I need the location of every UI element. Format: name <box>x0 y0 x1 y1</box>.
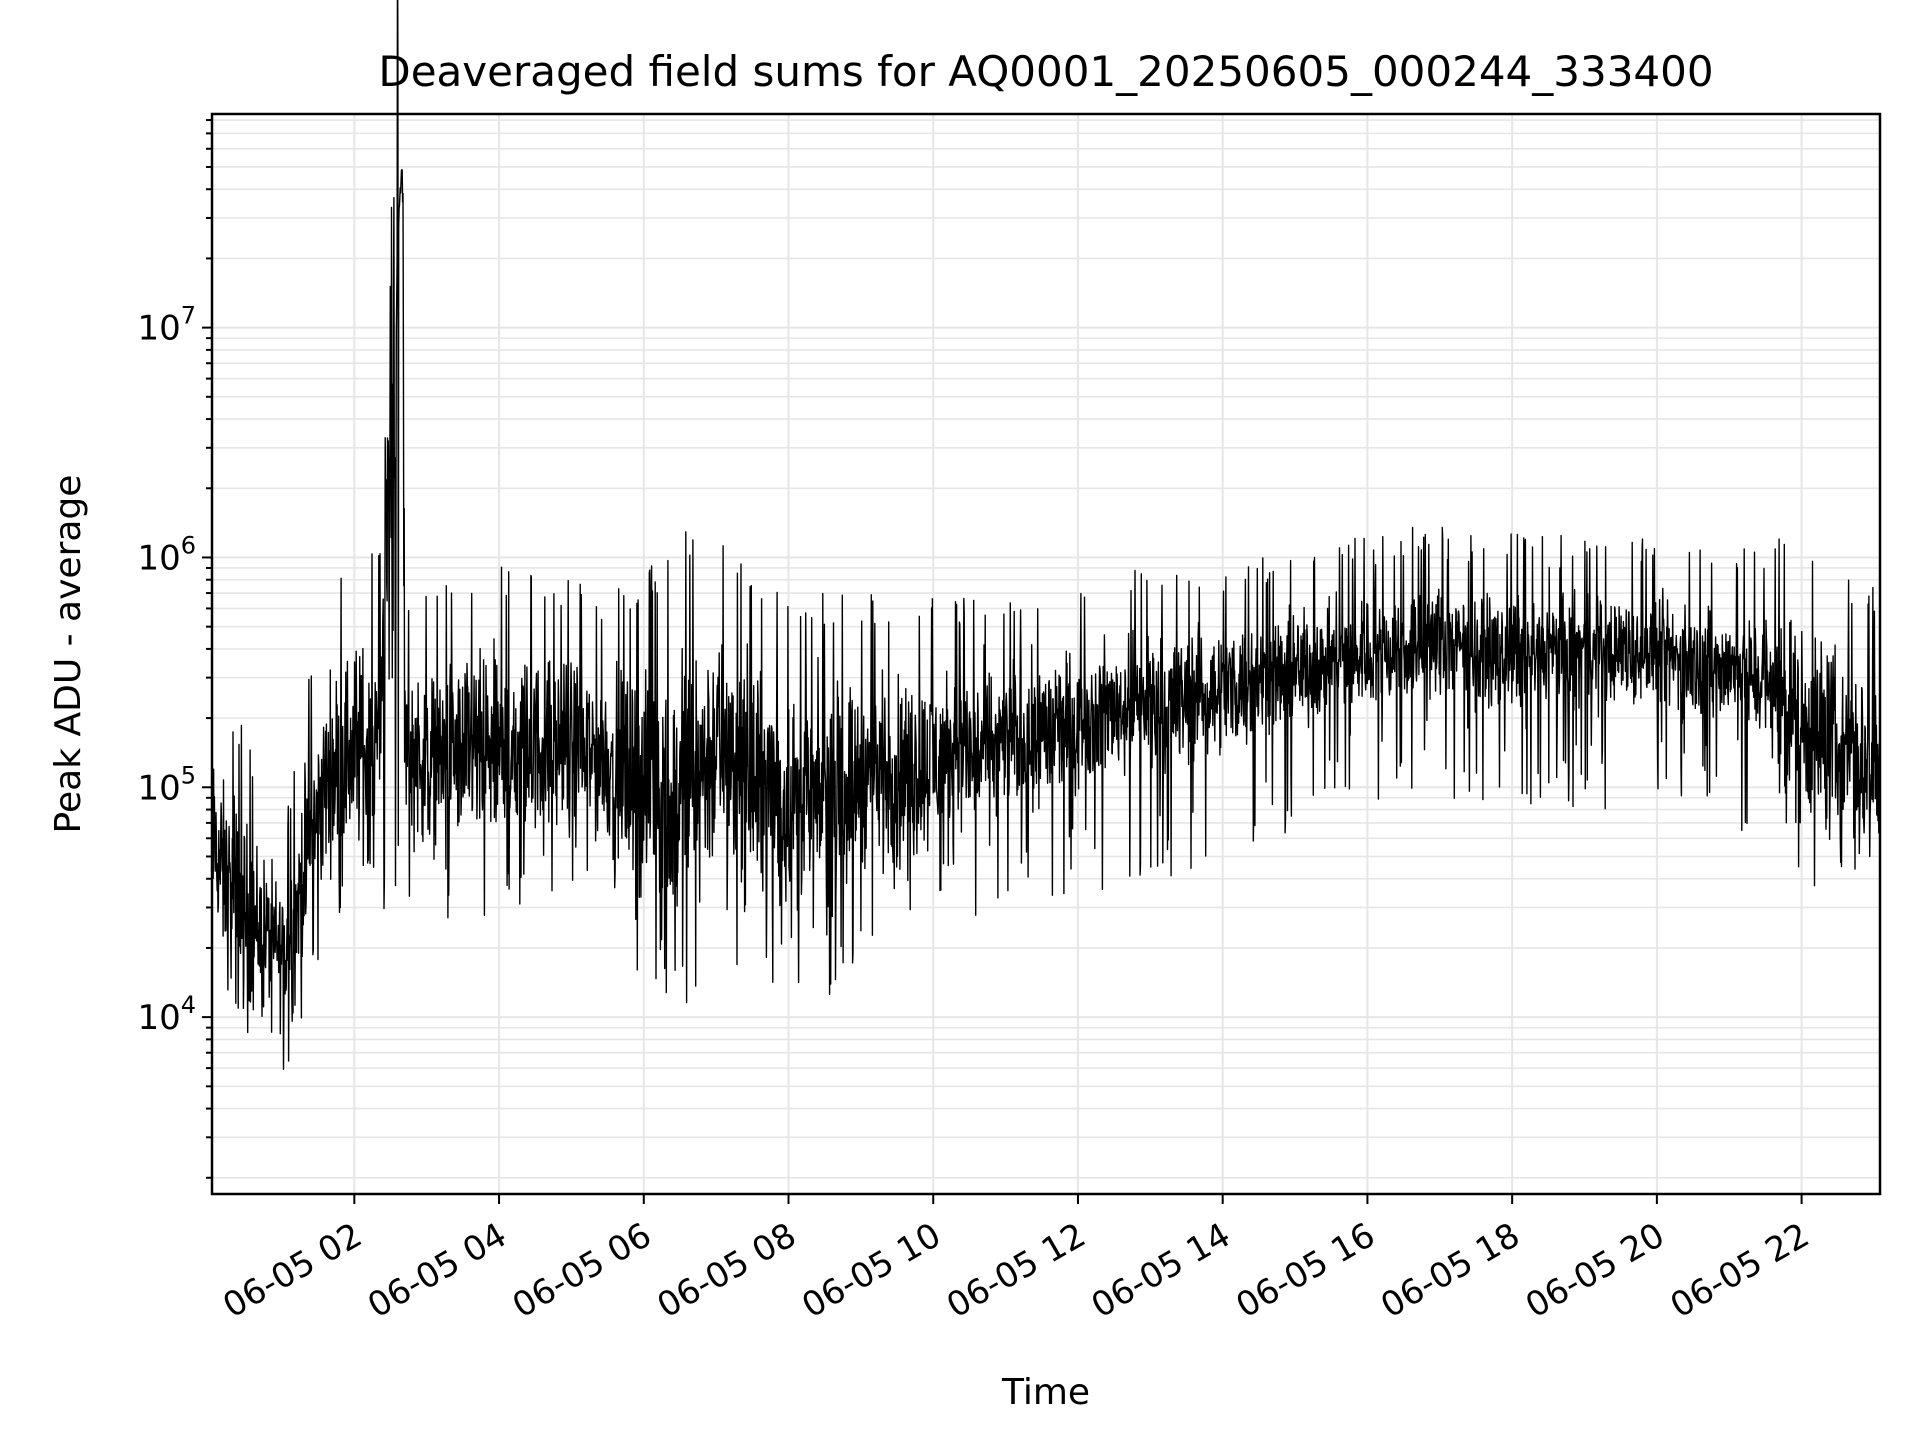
y-tick-label: 105 <box>137 761 196 808</box>
data-layer <box>211 0 1881 1070</box>
y-axis-label: Peak ADU - average <box>48 475 89 834</box>
x-tick-label: 06-05 16 <box>1230 1215 1382 1326</box>
x-tick-label: 06-05 12 <box>940 1215 1092 1326</box>
x-axis-label: Time <box>1001 1372 1090 1413</box>
x-tick-label: 06-05 02 <box>216 1215 368 1326</box>
x-tick-label: 06-05 22 <box>1664 1215 1816 1326</box>
x-tick-label: 06-05 14 <box>1085 1215 1237 1326</box>
x-tick-label: 06-05 04 <box>361 1215 513 1326</box>
x-tick-label: 06-05 06 <box>506 1215 658 1326</box>
grid-layer <box>212 114 1880 1194</box>
plot-area-frame <box>210 112 1882 1196</box>
series-line-0 <box>211 0 1881 1070</box>
x-tick-label: 06-05 08 <box>651 1215 803 1326</box>
x-tick-label: 06-05 18 <box>1374 1215 1526 1326</box>
y-tick-label: 107 <box>137 302 196 349</box>
chart-title: Deaveraged field sums for AQ0001_2025060… <box>378 47 1713 96</box>
x-tick-label: 06-05 20 <box>1519 1215 1671 1326</box>
y-tick-label: 104 <box>137 991 196 1038</box>
x-tick-label: 06-05 10 <box>795 1215 947 1326</box>
y-tick-label: 106 <box>137 531 196 578</box>
